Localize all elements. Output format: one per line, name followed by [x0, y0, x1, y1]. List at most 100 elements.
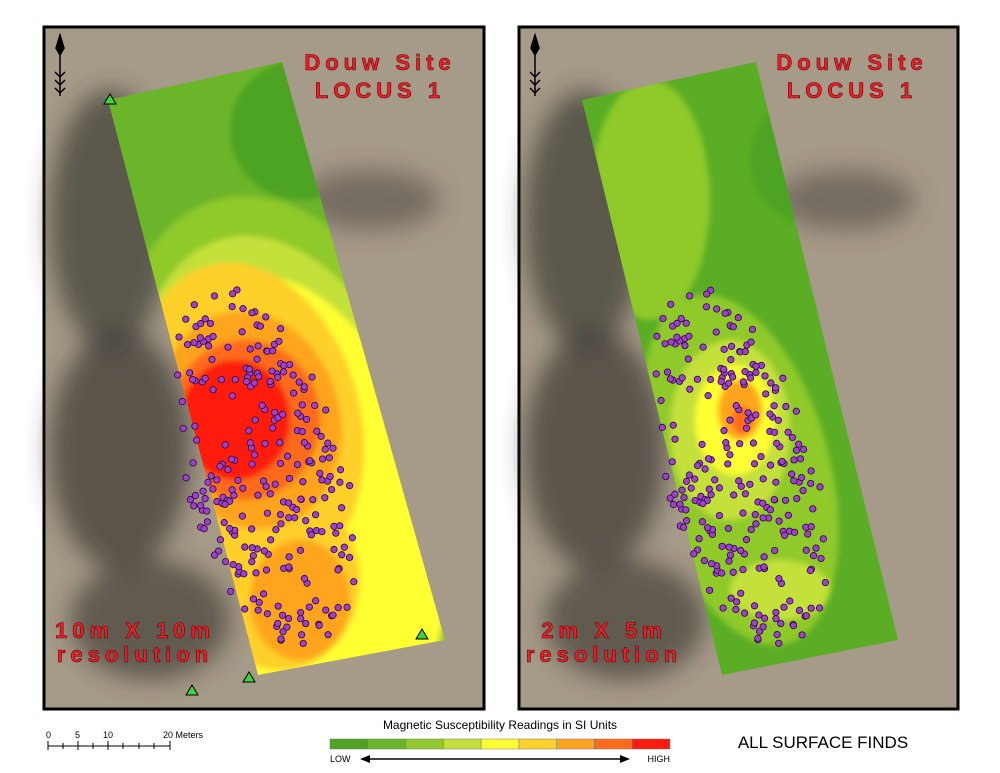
find-point [705, 586, 714, 594]
find-point [770, 402, 778, 410]
find-point [322, 406, 330, 414]
find-point [739, 565, 747, 574]
find-point [285, 360, 294, 369]
find-point [318, 455, 327, 463]
find-point [661, 340, 669, 348]
find-point [766, 506, 774, 514]
find-point [809, 505, 817, 513]
find-point [309, 496, 317, 504]
find-point [350, 578, 358, 586]
find-point [280, 361, 288, 370]
find-point [210, 292, 219, 300]
find-point [311, 401, 319, 410]
find-point [238, 328, 246, 336]
find-point [276, 439, 284, 447]
datum-markers [103, 93, 429, 696]
find-point [792, 446, 801, 454]
find-point [201, 374, 209, 382]
find-point [747, 525, 755, 534]
find-point [779, 374, 787, 382]
find-point [729, 568, 737, 576]
find-point [727, 594, 735, 602]
find-point [809, 552, 818, 560]
find-point [248, 544, 256, 552]
find-point [228, 302, 236, 311]
find-point [804, 530, 812, 538]
find-point [289, 371, 297, 379]
find-point [297, 495, 305, 503]
find-point [277, 520, 285, 528]
find-point [762, 390, 770, 398]
find-point [302, 619, 310, 628]
find-point [812, 544, 820, 552]
find-point [299, 478, 307, 486]
find-point [285, 514, 293, 522]
find-point [770, 428, 779, 436]
find-point [715, 484, 724, 492]
legend: Magnetic Susceptibility Readings in SI U… [329, 718, 671, 764]
find-point [182, 315, 190, 323]
find-point [667, 338, 675, 346]
find-point [720, 345, 728, 353]
find-point [255, 598, 263, 607]
find-point [796, 455, 805, 463]
find-point [781, 531, 789, 539]
find-point [698, 518, 706, 526]
find-point [209, 485, 217, 493]
find-point [687, 484, 695, 492]
find-point [673, 333, 681, 341]
find-point [725, 543, 733, 551]
find-point [746, 374, 755, 382]
panel-right: Douw Site LOCUS 1 2m X 5m resolution [517, 25, 960, 711]
find-point [704, 524, 712, 532]
find-point [255, 373, 263, 381]
find-point [285, 563, 293, 571]
find-point [788, 470, 796, 478]
find-point [685, 332, 693, 340]
find-point [207, 472, 215, 480]
find-point [189, 375, 197, 384]
find-point [250, 379, 259, 387]
legend-swatch [405, 738, 444, 750]
find-point [197, 501, 205, 509]
find-point [300, 439, 308, 447]
scale-bar: 0 5 10 20 Meters [46, 730, 204, 750]
find-point [729, 323, 737, 331]
find-point [201, 495, 209, 503]
find-point [711, 476, 719, 484]
find-point [733, 598, 741, 606]
find-point [274, 619, 282, 628]
find-point [807, 604, 815, 612]
find-point [795, 440, 803, 448]
find-point [258, 401, 266, 409]
find-point [725, 379, 733, 387]
find-point [781, 496, 790, 504]
find-point [200, 525, 208, 533]
legend-low: LOW [330, 754, 351, 764]
resolution-label: resolution [526, 642, 682, 667]
find-point [735, 477, 743, 485]
find-point [326, 472, 334, 481]
find-point [229, 290, 237, 298]
find-point [729, 373, 737, 381]
legend-swatch [556, 738, 595, 750]
find-point [298, 631, 306, 639]
find-point [293, 461, 302, 469]
find-point [658, 423, 666, 431]
find-point [315, 621, 323, 630]
find-point [248, 309, 256, 317]
find-point [178, 397, 186, 406]
north-arrow [529, 32, 541, 96]
find-point [819, 535, 827, 543]
find-point [771, 547, 779, 555]
site-title: Douw Site [776, 50, 927, 75]
panel-left: Douw Site LOCUS 1 10m X 10m resolution [42, 25, 486, 711]
find-point [322, 606, 330, 614]
find-point [248, 558, 256, 566]
find-point [766, 461, 775, 469]
find-point [240, 570, 248, 578]
find-point [673, 319, 681, 327]
find-point [782, 402, 790, 411]
find-point [277, 635, 285, 643]
find-point [706, 375, 715, 384]
